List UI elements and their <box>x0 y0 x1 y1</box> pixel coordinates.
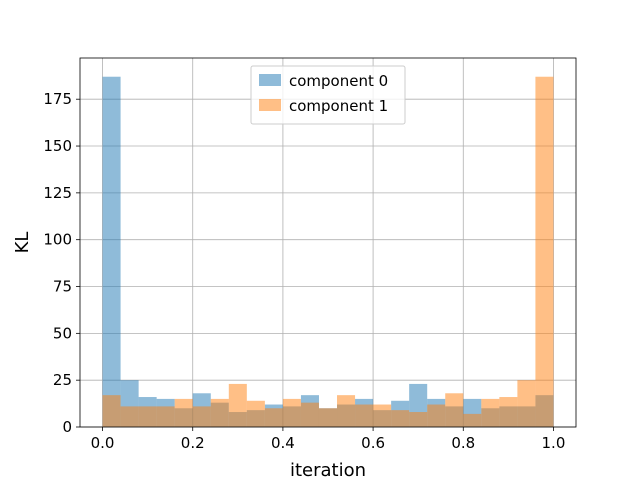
x-tick-label: 0.4 <box>271 434 295 452</box>
plot-frame <box>79 57 577 428</box>
y-tick-label: 0 <box>62 418 72 436</box>
y-tick-label: 150 <box>43 137 72 155</box>
y-tick-label: 125 <box>43 184 72 202</box>
legend-label: component 1 <box>289 97 388 115</box>
bar-series-1 <box>463 413 482 427</box>
bar-series-1 <box>373 404 392 427</box>
bar-series-1 <box>445 393 464 427</box>
bar-series-1 <box>210 398 229 427</box>
legend-label: component 0 <box>289 72 388 90</box>
bar-series-1 <box>535 76 554 428</box>
bar-series-1 <box>228 383 247 427</box>
legend-swatch <box>259 99 281 111</box>
bar-series-1 <box>337 395 356 427</box>
x-axis-label: iteration <box>290 460 366 480</box>
bar-series-1 <box>517 380 536 427</box>
y-tick-label: 25 <box>53 371 72 389</box>
bar-series-1 <box>120 406 139 427</box>
bar-series-1 <box>499 397 518 427</box>
bar-series-1 <box>264 408 283 427</box>
x-tick-label: 0.8 <box>451 434 475 452</box>
y-axis-label: KL <box>12 232 33 254</box>
bar-series-1 <box>481 398 500 427</box>
y-tick-label: 75 <box>53 278 72 296</box>
bar-series-1 <box>138 406 157 427</box>
bar-series-1 <box>318 408 338 427</box>
bar-series-1 <box>427 404 446 427</box>
bar-series-1 <box>409 412 428 427</box>
bar-series-1 <box>174 398 193 427</box>
bar-series-1 <box>355 404 374 427</box>
y-tick-label: 50 <box>53 324 72 342</box>
bar-series-1 <box>192 406 211 427</box>
x-tick-label: 0.0 <box>91 434 115 452</box>
bar-series-0 <box>102 76 121 428</box>
bar-series-1 <box>282 398 301 427</box>
x-tick-label: 1.0 <box>542 434 566 452</box>
axes: 0.0 0.2 0.4 0.6 0.8 1.0 0 25 50 75 100 125 150 175 <box>43 57 577 452</box>
bar-series-1 <box>391 410 410 427</box>
bar-series-1 <box>246 400 265 427</box>
legend-swatch <box>259 74 281 86</box>
y-tick-label: 100 <box>43 231 72 249</box>
x-tick-label: 0.6 <box>361 434 385 452</box>
bars <box>102 76 554 428</box>
x-tick-label: 0.2 <box>181 434 205 452</box>
bar-series-1 <box>102 395 121 427</box>
legend: component 0 component 1 <box>250 65 406 125</box>
bar-series-1 <box>156 406 175 427</box>
legend-box <box>250 65 406 125</box>
y-tick-label: 175 <box>43 90 72 108</box>
bar-series-1 <box>300 402 319 427</box>
